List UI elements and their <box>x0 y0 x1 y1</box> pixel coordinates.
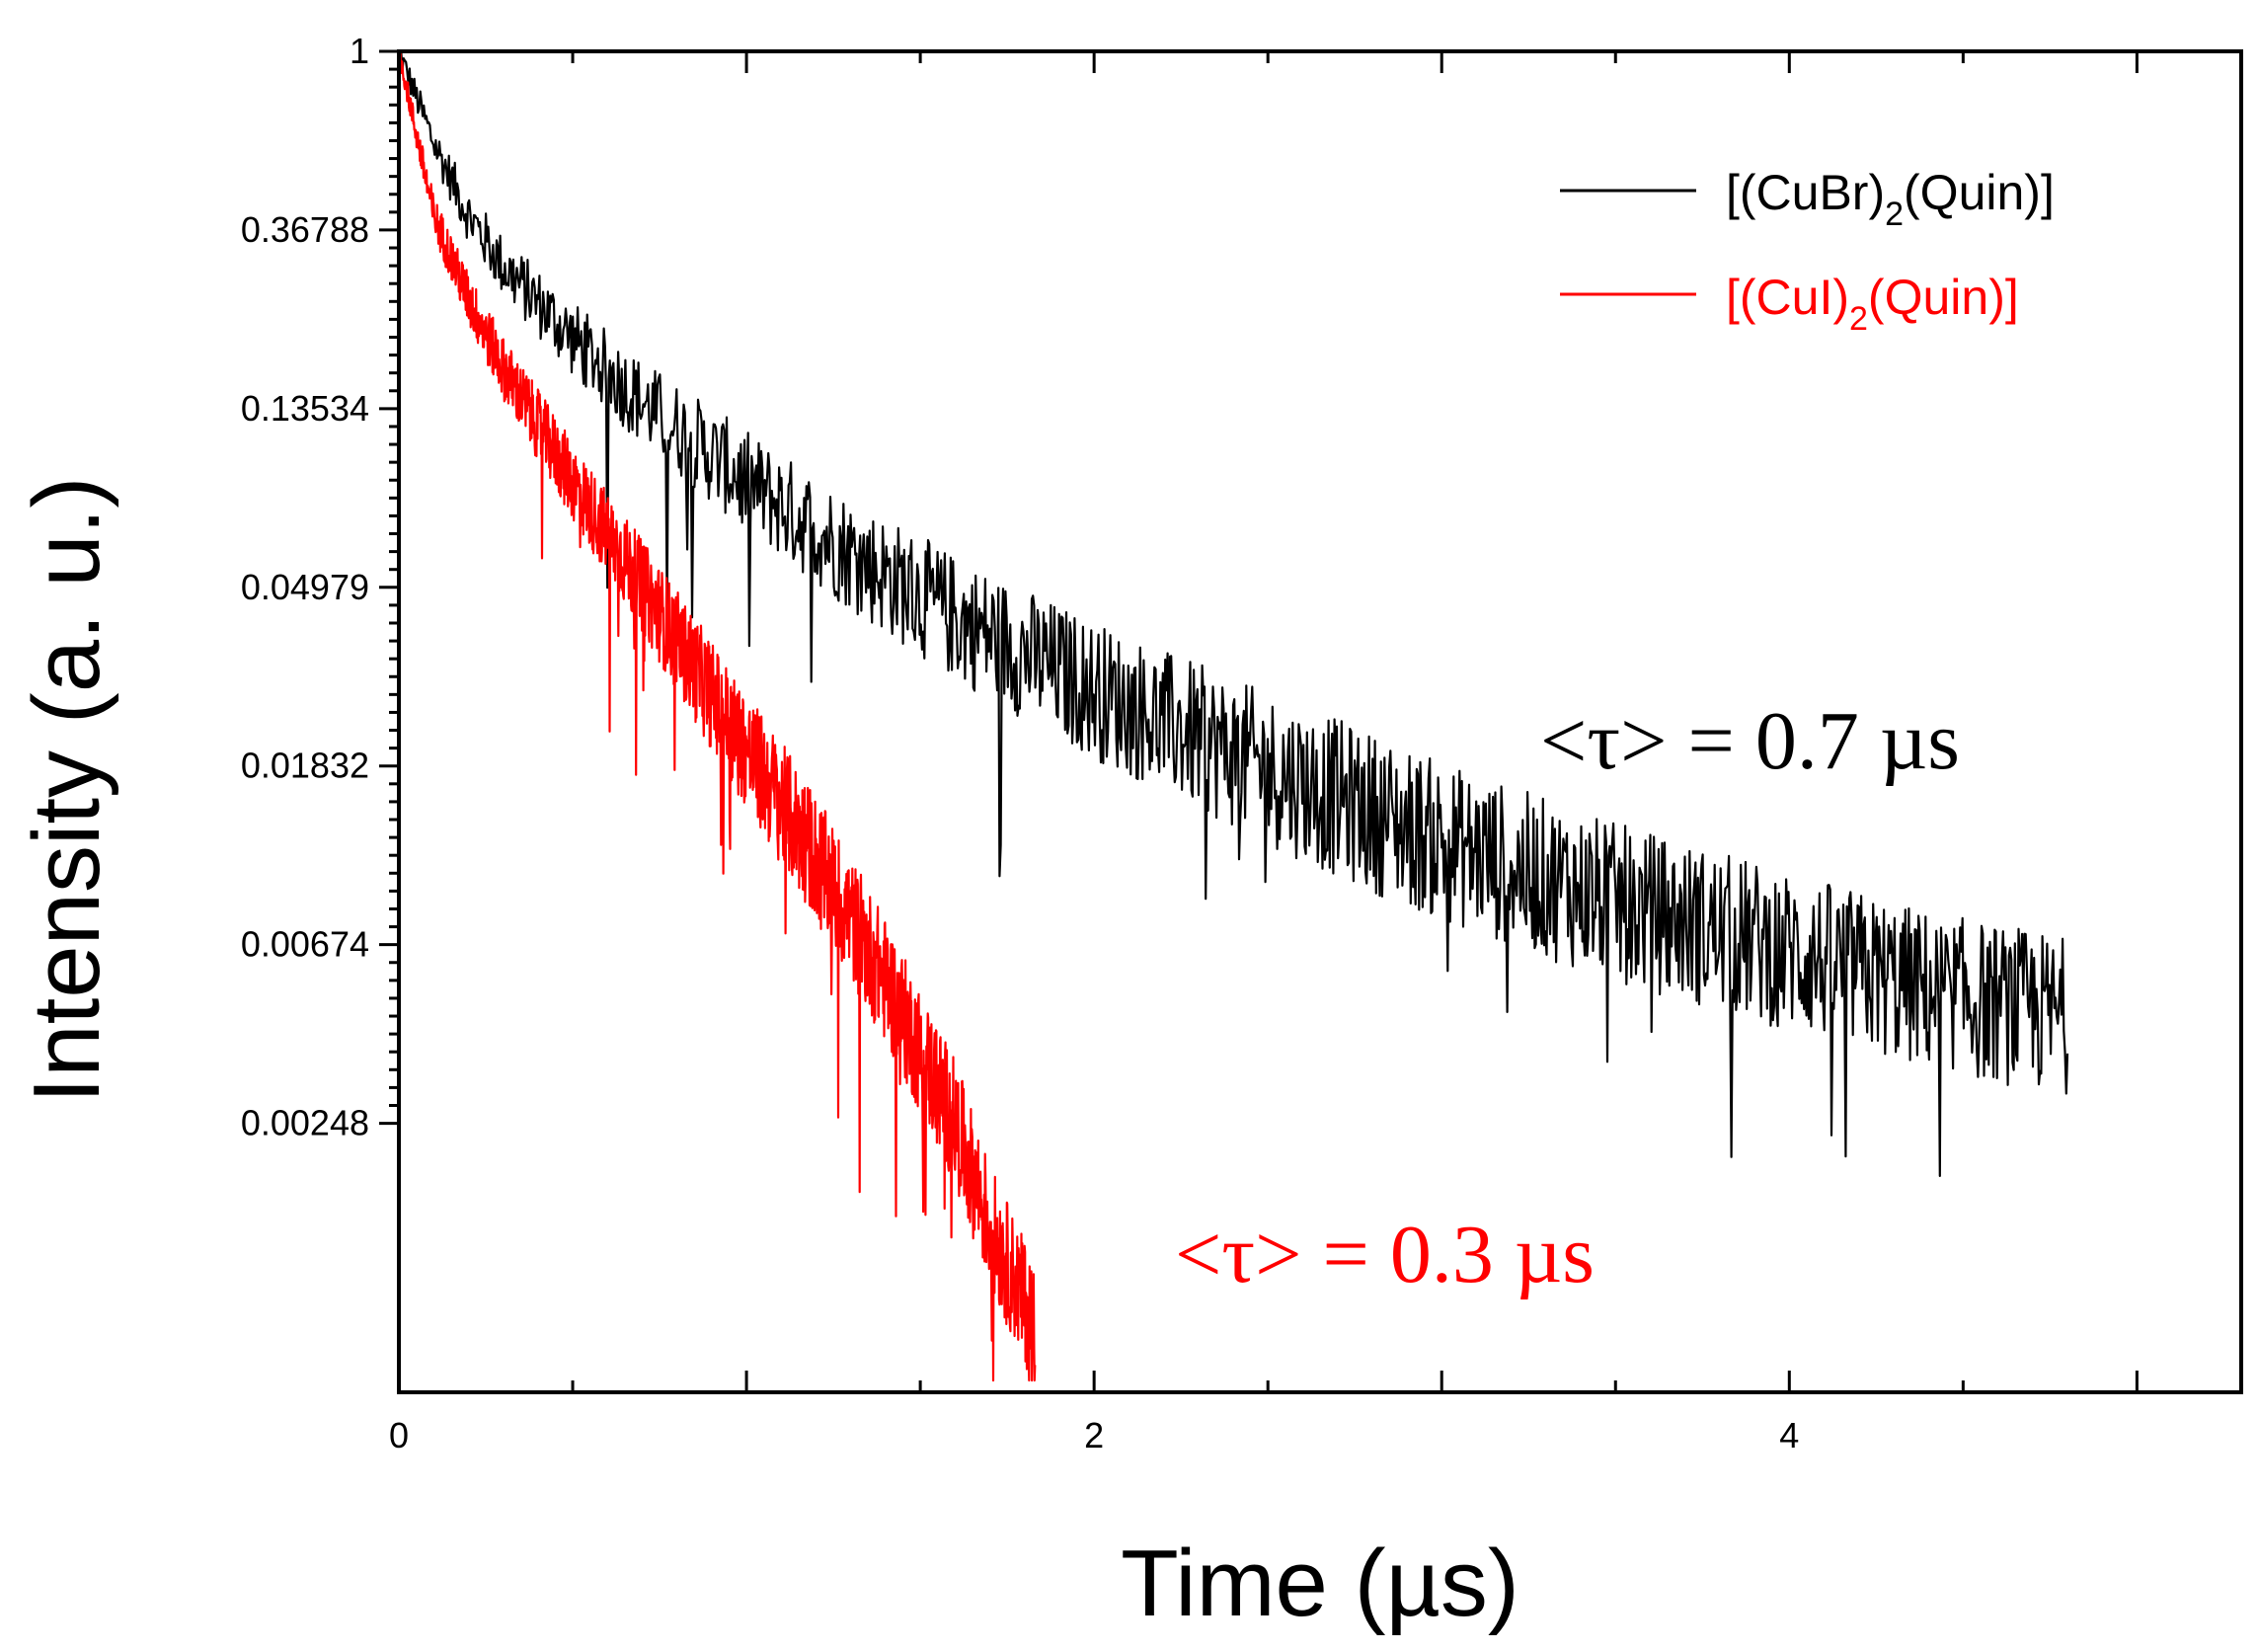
series-line-0 <box>399 49 2069 1177</box>
y-tick-label: 0.36788 <box>241 209 369 250</box>
x-axis-ticks: 0 2 4 <box>389 51 2139 1455</box>
plot-frame <box>397 49 2243 1394</box>
y-tick-label: 0.13534 <box>241 388 369 429</box>
legend-label-cui: [(CuI)2(Quin)] <box>1726 270 2019 338</box>
annotation-cui-lifetime: <τ> = 0.3 µs <box>1175 1209 1595 1300</box>
legend: [(CuBr)2(Quin)] [(CuI)2(Quin)] <box>1560 165 2055 338</box>
x-tick-label: 2 <box>1084 1415 1104 1455</box>
x-tick-label: 4 <box>1779 1415 1799 1455</box>
y-tick-label: 0.00248 <box>241 1102 369 1142</box>
x-tick-label: 0 <box>389 1415 409 1455</box>
annotation-cubr-lifetime: <τ> = 0.7 µs <box>1540 695 1960 787</box>
legend-label-cubr: [(CuBr)2(Quin)] <box>1726 165 2055 233</box>
y-tick-label: 0.01832 <box>241 746 369 786</box>
y-tick-label: 0.00674 <box>241 924 369 965</box>
y-axis-ticks: 1 0.36788 0.13534 0.04979 0.01832 0.00674 0.00… <box>241 31 399 1142</box>
series-line-1 <box>398 49 1037 1382</box>
x-axis-title: Time (µs) <box>1121 1531 1519 1636</box>
y-tick-label: 0.04979 <box>241 567 369 607</box>
y-axis-title: Intensity (a. u.) <box>14 477 119 1104</box>
series-layer <box>398 49 2069 1382</box>
y-tick-label: 1 <box>350 31 369 71</box>
